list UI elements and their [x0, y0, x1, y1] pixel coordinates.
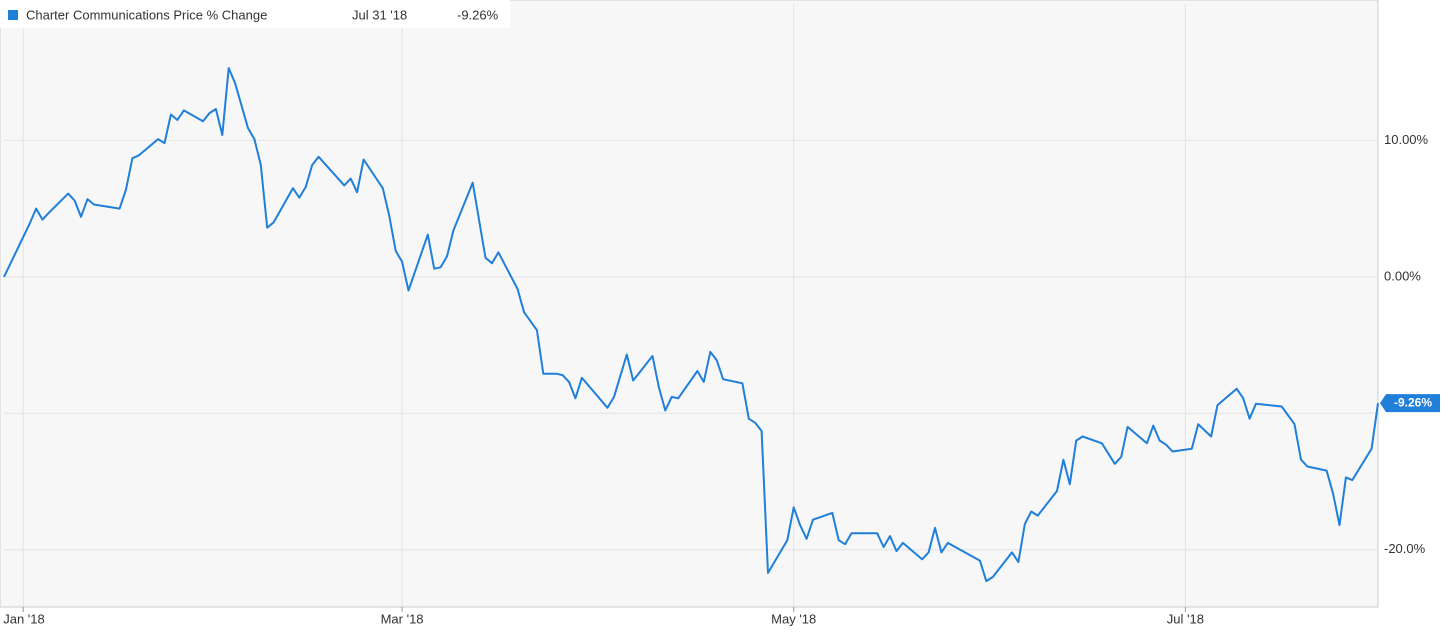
- legend-date: Jul 31 '18: [352, 7, 407, 22]
- y-tick-label: 10.00%: [1384, 132, 1429, 147]
- x-tick-label: Jul '18: [1167, 611, 1204, 626]
- legend-value: -9.26%: [457, 7, 499, 22]
- y-tick-label: -20.0%: [1384, 541, 1426, 556]
- current-value-label: -9.26%: [1394, 395, 1432, 409]
- y-tick-label: 0.00%: [1384, 268, 1421, 283]
- x-tick-label: Mar '18: [381, 611, 424, 626]
- current-value-badge: [1380, 394, 1440, 413]
- price-line: [3, 67, 1379, 583]
- legend-label: Charter Communications Price % Change: [26, 7, 267, 22]
- plot-area: [0, 0, 1379, 608]
- legend-background: [0, 0, 510, 28]
- x-tick-label: May '18: [771, 611, 816, 626]
- legend-swatch: [8, 10, 18, 20]
- x-tick-label: Jan '18: [3, 611, 45, 626]
